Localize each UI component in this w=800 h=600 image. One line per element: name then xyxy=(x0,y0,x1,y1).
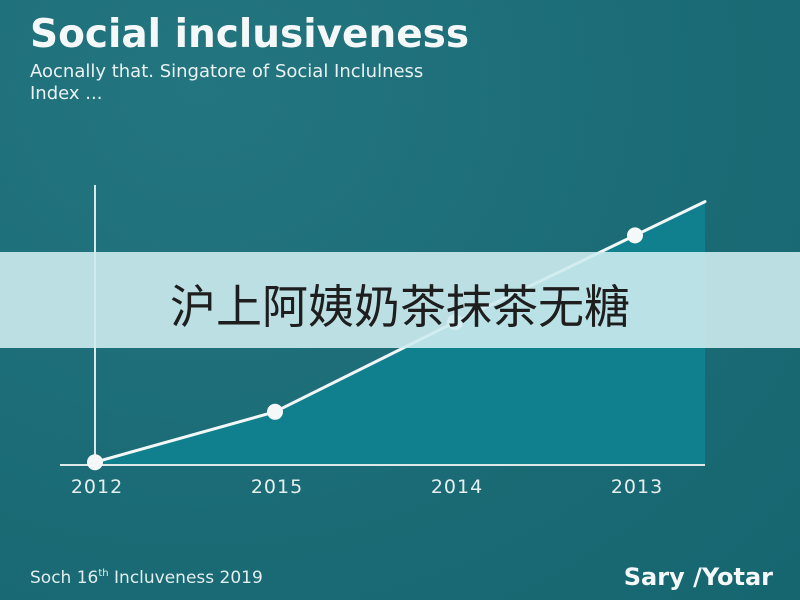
data-point-2015 xyxy=(267,403,283,420)
x-tick-label-2013: 2013 xyxy=(611,476,663,498)
footer-source-text-end: Incluveness 2019 xyxy=(108,568,263,588)
area-fill xyxy=(95,201,705,465)
overlay-banner-text: 沪上阿姨奶茶抹茶无糖 xyxy=(170,280,630,334)
x-tick-label-2015: 2015 xyxy=(251,476,303,498)
data-point-2013 xyxy=(627,227,643,244)
subtitle-line-2: Index ... xyxy=(30,83,103,104)
chart-subtitle: Aocnally that. Singatore of Social Inclu… xyxy=(30,61,423,105)
data-point-2012 xyxy=(87,454,103,471)
footer-brand: Sary /Yotar xyxy=(623,563,773,591)
footer-source-text: Soch 16 xyxy=(30,568,99,588)
subtitle-line-1: Aocnally that. Singatore of Social Inclu… xyxy=(30,61,424,82)
footer-source-note: Soch 16th Incluveness 2019 xyxy=(30,568,263,588)
x-tick-label-2014: 2014 xyxy=(431,476,483,498)
footer-source-ordinal: th xyxy=(98,568,109,579)
chart-title: Social inclusiveness xyxy=(30,12,470,57)
x-tick-label-2012: 2012 xyxy=(71,476,123,498)
overlay-banner: 沪上阿姨奶茶抹茶无糖 xyxy=(0,252,800,348)
